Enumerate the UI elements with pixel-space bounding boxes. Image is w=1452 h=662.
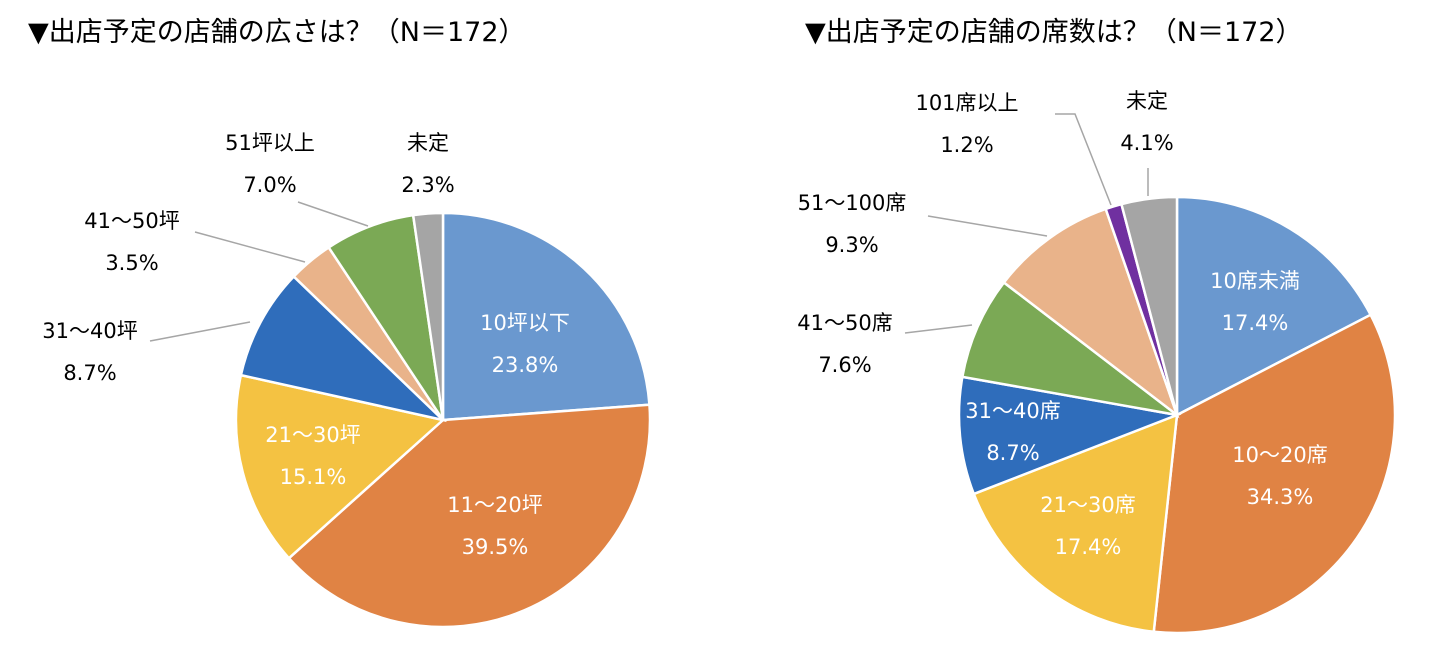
slice-value-label: 7.6% xyxy=(818,353,871,377)
slice-category-label: 51坪以上 xyxy=(225,131,315,155)
pie-slice xyxy=(411,211,445,421)
slice-category-label: 31～40席 xyxy=(965,399,1060,423)
slice-category-label: 11～20坪 xyxy=(447,493,542,517)
slice-value-label: 8.7% xyxy=(986,441,1039,465)
pie-1: 10席未満 17.4% 10～20席 34.3% 21～30席 17.4% 31～40席 8.… xyxy=(797,89,1397,635)
leader-line xyxy=(927,215,1048,237)
slice-value-label: 2.3% xyxy=(401,173,454,197)
slice-category-label: 41～50坪 xyxy=(84,209,179,233)
slice-value-label: 17.4% xyxy=(1222,311,1289,335)
leader-line xyxy=(1055,113,1112,206)
slice-value-label: 23.8% xyxy=(492,353,559,377)
slice-category-label: 101席以上 xyxy=(915,91,1018,115)
slice-value-label: 1.2% xyxy=(940,133,993,157)
leader-line xyxy=(194,231,306,263)
pie-slice xyxy=(1175,195,1373,418)
slice-value-label: 34.3% xyxy=(1247,485,1314,509)
slice-value-label: 17.4% xyxy=(1055,535,1122,559)
chart-title-area: ▼出店予定の店舗の広さは？（N＝172） xyxy=(28,17,526,48)
slice-value-label: 8.7% xyxy=(63,361,116,385)
slice-category-label: 10坪以下 xyxy=(480,311,570,335)
pie-slice xyxy=(1002,207,1180,419)
slice-category-label: 未定 xyxy=(1126,89,1168,113)
slice-value-label: 9.3% xyxy=(825,233,878,257)
slice-value-label: 4.1% xyxy=(1120,131,1173,155)
leader-line xyxy=(904,324,973,334)
slice-category-label: 51～100席 xyxy=(798,191,907,215)
slice-category-label: 未定 xyxy=(407,131,449,155)
pie-slice xyxy=(287,403,652,629)
slice-category-label: 41～50席 xyxy=(797,311,892,335)
leader-line xyxy=(149,321,251,342)
slice-value-label: 15.1% xyxy=(280,465,347,489)
slice-category-label: 21～30席 xyxy=(1040,493,1135,517)
slice-category-label: 10～20席 xyxy=(1232,443,1327,467)
slice-value-label: 39.5% xyxy=(462,535,529,559)
pie-slice xyxy=(972,413,1179,634)
pie-slice xyxy=(1152,313,1397,635)
pie-slice xyxy=(960,280,1178,417)
pie-slice xyxy=(239,274,448,423)
leader-line xyxy=(297,201,369,227)
slice-category-label: 31～40坪 xyxy=(42,319,137,343)
pie-slice xyxy=(1119,195,1179,416)
pie-slice xyxy=(234,373,446,560)
slice-value-label: 7.0% xyxy=(243,173,296,197)
slice-category-label: 21～30坪 xyxy=(265,423,360,447)
slice-category-label: 10席未満 xyxy=(1210,269,1300,293)
pie-slice xyxy=(441,211,651,422)
pie-0: 10坪以下 23.8% 11～20坪 39.5% 21～30坪 15.1% 31～40坪 8.… xyxy=(42,131,652,629)
chart-title-seats: ▼出店予定の店舗の席数は？（N＝172） xyxy=(805,17,1303,48)
slice-value-label: 3.5% xyxy=(105,251,158,275)
